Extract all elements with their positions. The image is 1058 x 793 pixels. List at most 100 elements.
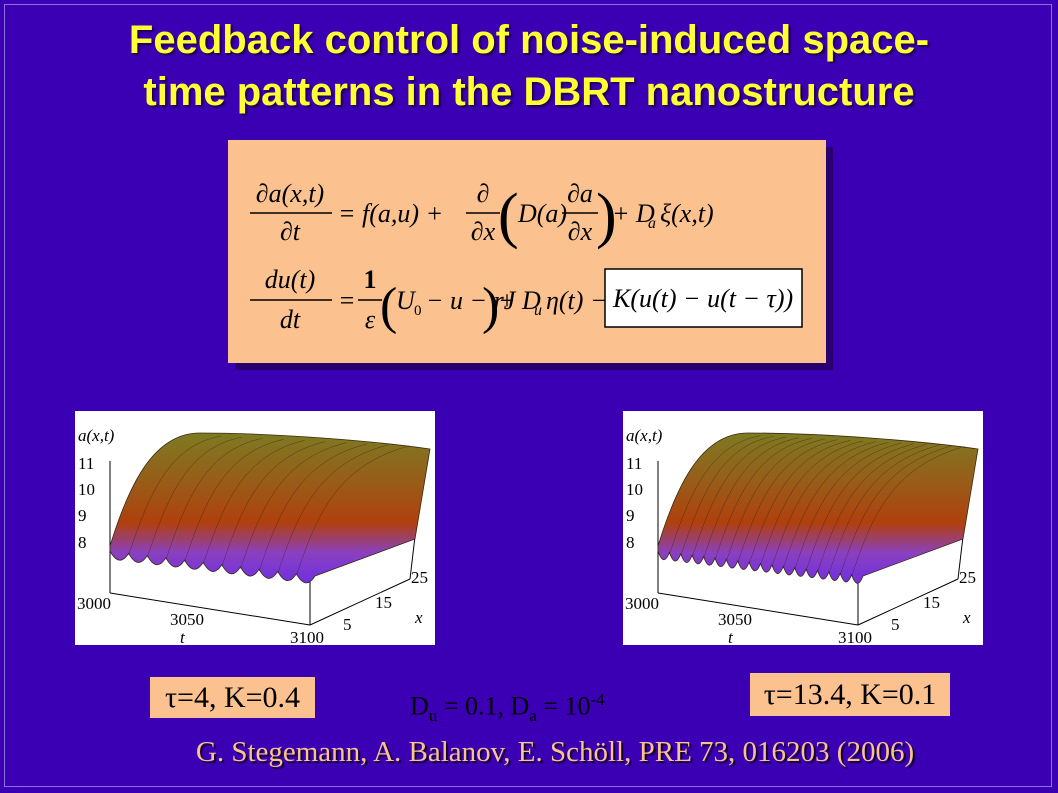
- t-label: t: [180, 628, 186, 645]
- eq-term: − u − rJ: [426, 286, 517, 315]
- param-text: D: [410, 691, 429, 721]
- z-tick-label: 10: [78, 480, 95, 499]
- z-tick-label: 9: [626, 506, 635, 525]
- eq-term: + D: [498, 286, 541, 315]
- x-label: x: [414, 608, 423, 627]
- t-tick-label: 3100: [290, 628, 324, 645]
- eq-term: K(u(t) − u(t − τ)): [612, 284, 793, 313]
- title-line: time patterns in the DBRT nanostructure: [143, 70, 915, 114]
- eq-term: U: [396, 286, 417, 315]
- subscript: 0: [414, 303, 422, 319]
- eq-term: ∂x: [568, 217, 593, 246]
- surface-grid: [296, 445, 410, 576]
- eq-term: dt: [280, 305, 301, 334]
- surface-grid: [691, 436, 787, 558]
- eq-term: η(t) −: [546, 286, 607, 315]
- eq-term: ξ(x,t): [660, 199, 714, 228]
- z-label: a(x,t): [626, 426, 663, 445]
- t-tick-label: 3050: [718, 610, 752, 629]
- x-tick-label: 25: [411, 568, 428, 587]
- surface: [657, 432, 979, 584]
- paren: (: [498, 182, 519, 250]
- t-tick-label: 3000: [625, 594, 659, 613]
- t-label: t: [728, 628, 734, 645]
- control-box: [604, 268, 803, 328]
- surface-grid: [771, 441, 876, 567]
- paren: ): [482, 278, 499, 335]
- z-tick-label: 8: [626, 533, 635, 552]
- eq-term: ∂a: [567, 179, 593, 208]
- z-tick-label: 11: [626, 454, 642, 473]
- axis-line: [857, 578, 959, 626]
- surface-grid: [184, 439, 284, 563]
- plot-svg: a(x,t) 11 10 9 8 3000 3050 3100 t 25 15 5 x: [77, 426, 431, 647]
- surface: [109, 432, 431, 584]
- surface-plot: a(x,t) 11 10 9 8 3000 3050 3100 t 25 15 5 x: [75, 411, 435, 647]
- surface-grid: [737, 439, 838, 563]
- eq-term: du(t): [265, 265, 316, 294]
- surface-grid: [783, 442, 889, 569]
- param-sub: u: [428, 705, 438, 725]
- surface-grid: [147, 436, 242, 558]
- x-label: x: [962, 608, 971, 627]
- x-tick-label: 15: [923, 593, 940, 612]
- param-sub: a: [529, 705, 537, 725]
- caption: τ=13.4, K=0.1: [750, 673, 950, 716]
- eq-term: 1: [364, 265, 377, 294]
- surface-grid: [851, 446, 966, 577]
- z-tick-label: 10: [626, 480, 643, 499]
- z-tick-label: 9: [78, 506, 87, 525]
- z-tick-label: 8: [78, 533, 87, 552]
- param-text: = 10: [536, 691, 591, 721]
- eq-term: ∂t: [280, 217, 301, 246]
- surface-plot: a(x,t) 11 10 9 8 3000 3050 3100 t 25 15 5 x: [623, 411, 983, 647]
- x-tick-label: 25: [959, 568, 976, 587]
- eq-term: =: [338, 286, 356, 315]
- surface-grid: [240, 442, 347, 569]
- surface-grid: [794, 442, 902, 570]
- surface-grid: [202, 440, 305, 565]
- surface-grid: [828, 444, 940, 574]
- surface-grid: [748, 440, 851, 565]
- frame: [4, 4, 1052, 787]
- x-tick-label: 5: [891, 615, 900, 634]
- eq-term: = f(a,u) +: [338, 199, 443, 228]
- t-tick-label: 3000: [77, 594, 111, 613]
- surface-grid: [669, 435, 761, 555]
- axis-line: [657, 592, 859, 626]
- caption: τ=4, K=0.4: [150, 677, 315, 718]
- axis-line: [109, 592, 311, 626]
- eq-term: ∂a(x,t): [256, 179, 324, 208]
- surface-grid: [277, 444, 389, 574]
- z-label: a(x,t): [78, 426, 115, 445]
- surface-grid: [221, 441, 326, 567]
- surface-grid: [817, 444, 927, 573]
- axis-line: [309, 578, 411, 626]
- eq-term: ∂: [477, 179, 490, 208]
- x-tick-label: 15: [375, 593, 392, 612]
- param-sup: -4: [590, 690, 605, 709]
- t-tick-label: 3100: [838, 628, 872, 645]
- paren: ): [596, 182, 617, 250]
- subscript: a: [648, 215, 656, 232]
- eq-term: D(a): [517, 199, 567, 228]
- surface-grid: [726, 438, 825, 562]
- z-tick-label: 11: [78, 454, 94, 473]
- surface-grid: [128, 435, 221, 556]
- eq-term: ε: [365, 305, 376, 334]
- surface-grid: [714, 438, 812, 561]
- surface-grid: [805, 443, 915, 572]
- equation-box: ∂a(x,t) ∂t = f(a,u) + ∂ ∂x ( D(a) ∂a ∂x …: [228, 140, 826, 363]
- paren: (: [380, 278, 397, 335]
- citation: G. Stegemann, A. Balanov, E. Schöll, PRE…: [195, 736, 915, 768]
- x-tick-label: 5: [343, 615, 352, 634]
- eq-term: ∂x: [471, 217, 496, 246]
- equations: ∂a(x,t) ∂t = f(a,u) + ∂ ∂x ( D(a) ∂a ∂x …: [250, 179, 803, 335]
- title-line: Feedback control of noise-induced space-: [128, 18, 930, 62]
- parameters: Du = 0.1, Da = 10-4: [410, 690, 605, 726]
- param-text: = 0.1, D: [437, 691, 530, 721]
- plot-svg: a(x,t) 11 10 9 8 3000 3050 3100 t 25 15 5 x: [625, 426, 979, 647]
- subscript: u: [534, 302, 542, 319]
- t-tick-label: 3050: [170, 610, 204, 629]
